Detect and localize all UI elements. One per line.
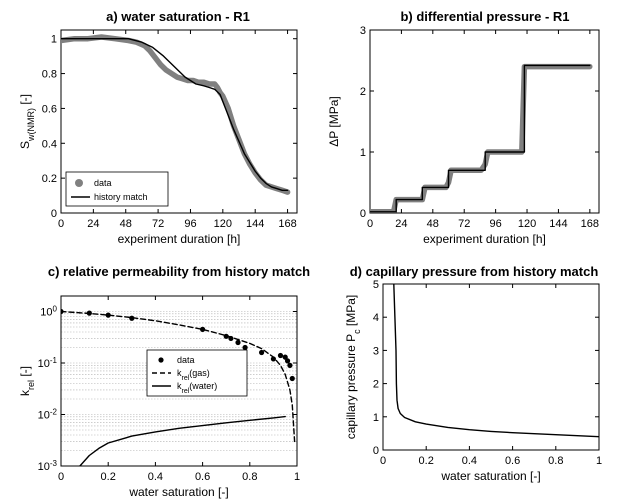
x-tick-label: 1 [596, 455, 602, 467]
y-tick-label: 0.6 [42, 103, 57, 115]
legend-marker-data [75, 179, 83, 187]
data-point [282, 354, 288, 360]
x-tick-label: 72 [458, 218, 470, 230]
model-series-line [79, 415, 286, 466]
y-tick-label: 1 [51, 34, 57, 46]
model-series-line [61, 310, 296, 443]
y-tick-label: 0 [373, 445, 379, 457]
x-tick-label: 0 [367, 218, 373, 230]
legend-box [65, 171, 169, 207]
x-axis-label: experiment duration [h] [118, 232, 241, 246]
x-tick-label: 0 [58, 471, 64, 483]
x-tick-label: 0.4 [148, 471, 163, 483]
y-tick-label: 10-3 [38, 459, 58, 474]
chart-panel-a: 0 24 48 72 96 120 144 168 0 0.2 0.4 0.6 0.8 1 a) water… [18, 9, 298, 246]
chart-title: a) water saturation - R1 [106, 9, 250, 24]
y-axis-label: capillary pressure Pc [MPa] [344, 295, 362, 440]
data-point [289, 375, 295, 382]
data-point [284, 358, 291, 364]
y-tick-label: 10-1 [38, 356, 58, 371]
chart-title: b) differential pressure - R1 [400, 9, 569, 24]
chart-title: d) capillary pressure from history match [350, 264, 599, 279]
y-axis-label: Sw(NMR) [-] [18, 94, 36, 149]
x-tick-label: 0 [58, 218, 64, 230]
x-tick-label: 72 [152, 218, 164, 230]
x-tick-label: 120 [214, 218, 232, 230]
data-point [200, 326, 206, 332]
model-series-line [393, 284, 599, 438]
series-group [61, 308, 296, 466]
y-tick-label: 0.4 [42, 138, 57, 150]
axes-box [60, 295, 298, 467]
x-tick-label: 48 [427, 218, 439, 230]
x-axis-label: experiment duration [h] [423, 232, 546, 246]
data-point [259, 349, 265, 356]
legend-marker-data [158, 357, 164, 363]
y-tick-label: 0 [51, 208, 57, 220]
x-tick-label: 120 [518, 218, 536, 230]
x-tick-label: 96 [489, 218, 501, 230]
x-tick-label: 144 [246, 218, 264, 230]
legend-label-water: krel(water) [177, 381, 217, 395]
data-point [277, 352, 284, 359]
axes-box [60, 29, 298, 214]
x-tick-label: 24 [87, 218, 99, 230]
model-series-line [370, 64, 591, 213]
y-tick-label: 3 [373, 345, 379, 357]
series-group [393, 284, 599, 438]
x-tick-label: 24 [395, 218, 407, 230]
series-group [61, 34, 291, 195]
x-tick-label: 0.8 [242, 471, 257, 483]
y-axis-label: krel [-] [18, 366, 36, 396]
data-point [129, 315, 135, 321]
data-point [223, 333, 229, 339]
data-point [287, 362, 293, 368]
x-tick-label: 0.4 [462, 455, 477, 467]
legend-label-gas: krel(gas) [177, 368, 210, 382]
y-tick-label: 4 [373, 312, 379, 324]
data-point [242, 344, 248, 351]
x-tick-label: 0.8 [548, 455, 563, 467]
chart-panel-c: 0 0.2 0.4 0.6 0.8 1 10-3 10-2 10-1 100 c) relative… [18, 264, 310, 499]
chart-panel-b: 0 24 48 72 96 120 144 168 0 1 2 3 b) differential pr… [327, 9, 600, 246]
data-point [235, 339, 241, 346]
y-tick-label: 2 [373, 379, 379, 391]
chart-title: c) relative permeability from history ma… [48, 264, 310, 279]
x-tick-label: 168 [278, 218, 296, 230]
x-tick-label: 0.6 [505, 455, 520, 467]
legend-label-data: data [177, 355, 195, 365]
x-axis-label: water saturation [-] [440, 469, 540, 483]
y-tick-label: 1 [373, 412, 379, 424]
data-series-line [61, 34, 291, 195]
x-tick-label: 0.2 [101, 471, 116, 483]
y-tick-label: 10-2 [38, 407, 58, 422]
x-tick-label: 0 [380, 455, 386, 467]
y-tick-label: 3 [360, 25, 366, 37]
x-tick-label: 144 [549, 218, 567, 230]
model-series-line [61, 38, 289, 191]
legend-label-data: data [94, 178, 112, 188]
series-group [370, 63, 593, 213]
y-tick-label: 100 [40, 304, 57, 319]
chart-panel-d: 0 0.2 0.4 0.6 0.8 1 0 1 2 3 4 5d) capillary pressur… [344, 264, 602, 483]
y-tick-label: 2 [360, 86, 366, 98]
legend-label-model: history match [94, 192, 148, 202]
y-tick-label: 5 [373, 279, 379, 291]
y-tick-label: 1 [360, 147, 366, 159]
x-tick-label: 96 [184, 218, 196, 230]
y-tick-label: 0.8 [42, 69, 57, 81]
x-axis-label: water saturation [-] [128, 485, 228, 499]
data-series-line [370, 63, 593, 213]
x-tick-label: 168 [581, 218, 599, 230]
axes-box [369, 29, 600, 214]
y-tick-label: 0 [360, 208, 366, 220]
y-axis-label: ΔP [MPa] [327, 96, 341, 146]
axes-box [382, 283, 600, 451]
x-tick-label: 0.2 [419, 455, 434, 467]
x-tick-label: 0.6 [195, 471, 210, 483]
x-tick-label: 1 [294, 471, 300, 483]
y-tick-label: 0.2 [42, 173, 57, 185]
x-tick-label: 48 [120, 218, 132, 230]
